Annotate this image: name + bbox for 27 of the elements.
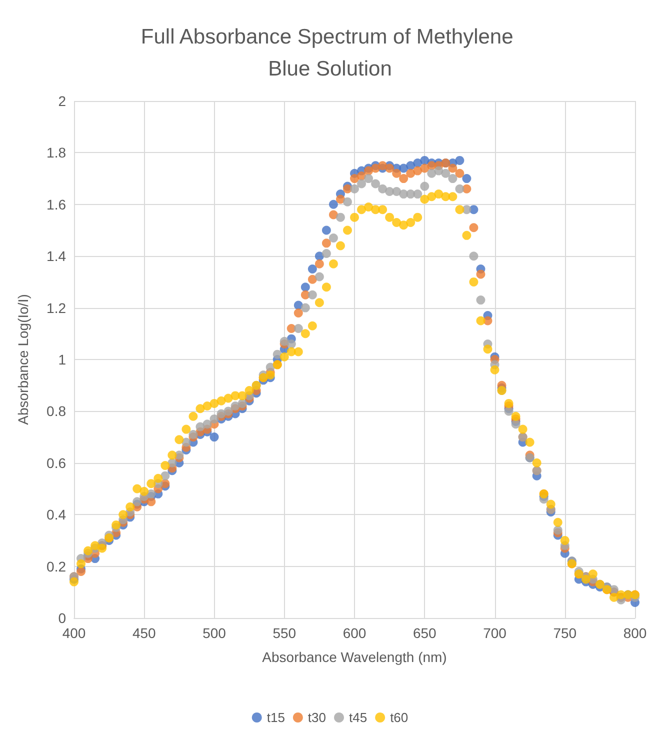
legend-label: t60 [390,710,408,725]
x-axis-title: Absorbance Wavelength (nm) [262,649,447,665]
x-tick-label: 600 [342,625,366,641]
x-tick-label: 450 [132,625,156,641]
y-tick-label: 0.8 [46,403,66,420]
x-tick-label: 550 [272,625,296,641]
y-tick-label: 2 [58,93,66,109]
y-tick-label: 1.8 [46,144,66,161]
y-axis-title: Absorbance Log(Io/I) [15,294,31,425]
x-tick-label: 500 [202,625,226,641]
x-tick-label: 400 [62,625,86,641]
y-tick-label: 0 [58,610,66,626]
y-tick-label: 0.2 [46,558,66,574]
legend-label: t15 [266,710,285,725]
chart-title: Full Absorbance Spectrum of Methylene Blue Solution [140,26,520,80]
x-tick-label: 650 [412,625,437,641]
x-tick-label: 800 [623,625,647,641]
y-tick-label: 1.4 [46,248,66,264]
legend-label: t30 [308,710,326,725]
y-tick-label: 0.4 [46,506,66,523]
x-tick-label: 750 [553,625,577,641]
y-tick-label: 0.6 [46,454,66,471]
y-tick-label: 1.6 [46,196,66,212]
y-tick-label: 1 [58,352,66,368]
legend-label: t45 [349,710,368,725]
y-tick-label: 1.2 [46,300,66,316]
x-tick-label: 700 [483,625,507,641]
